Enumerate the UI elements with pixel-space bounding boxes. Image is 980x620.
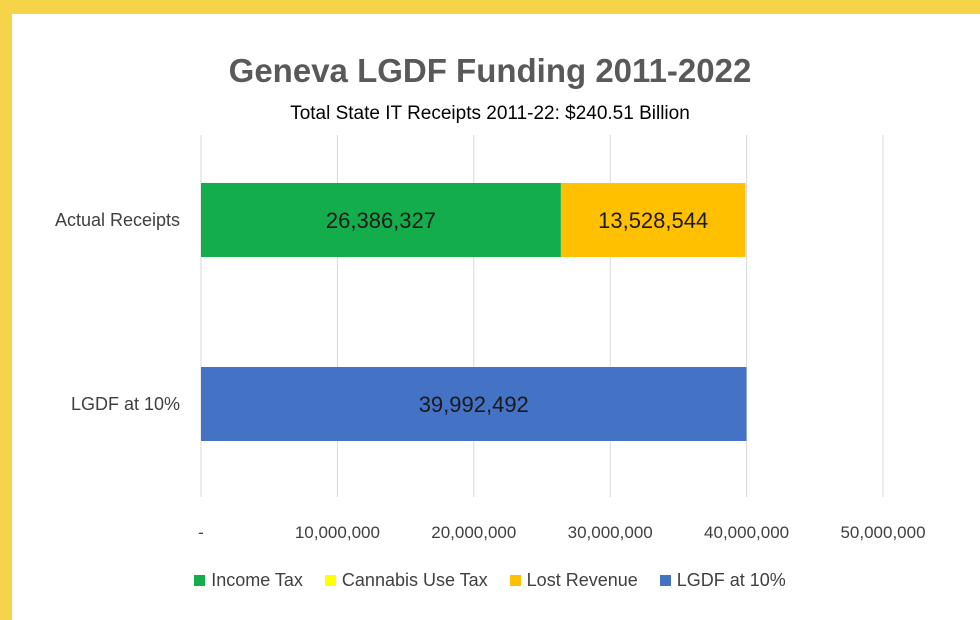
chart-title: Geneva LGDF Funding 2011-2022	[228, 52, 752, 89]
legend-label: Lost Revenue	[526, 570, 638, 590]
bar	[201, 367, 747, 441]
data-label: 26,386,327	[326, 208, 436, 233]
legend-swatch	[194, 575, 206, 586]
legend-label: Cannabis Use Tax	[341, 570, 488, 590]
bar	[560, 183, 746, 257]
x-tick-label: 40,000,000	[704, 523, 789, 542]
data-label: 13,528,544	[598, 208, 708, 233]
legend-item: LGDF at 10%	[659, 570, 786, 591]
legend-swatch	[509, 575, 521, 586]
category-label: LGDF at 10%	[71, 394, 180, 414]
legend-item: Lost Revenue	[509, 570, 638, 591]
x-tick-label: 10,000,000	[295, 523, 380, 542]
legend-swatch	[659, 575, 671, 586]
legend-label: LGDF at 10%	[676, 570, 786, 590]
x-tick-label: 50,000,000	[840, 523, 925, 542]
chart-frame	[12, 14, 980, 620]
legend-swatch	[324, 575, 336, 586]
bar	[201, 183, 561, 257]
legend-item: Cannabis Use Tax	[324, 570, 488, 591]
x-tick-label: 30,000,000	[568, 523, 653, 542]
legend: Income Tax Cannabis Use Tax Lost Revenue LG…	[0, 570, 980, 591]
legend-item: Income Tax	[194, 570, 303, 591]
chart-subtitle: Total State IT Receipts 2011-22: $240.51…	[290, 103, 690, 124]
legend-label: Income Tax	[211, 570, 303, 590]
category-label: Actual Receipts	[55, 210, 180, 230]
data-label: 39,992,492	[419, 392, 529, 417]
x-tick-label: 20,000,000	[431, 523, 516, 542]
x-tick-label: -	[198, 523, 204, 542]
